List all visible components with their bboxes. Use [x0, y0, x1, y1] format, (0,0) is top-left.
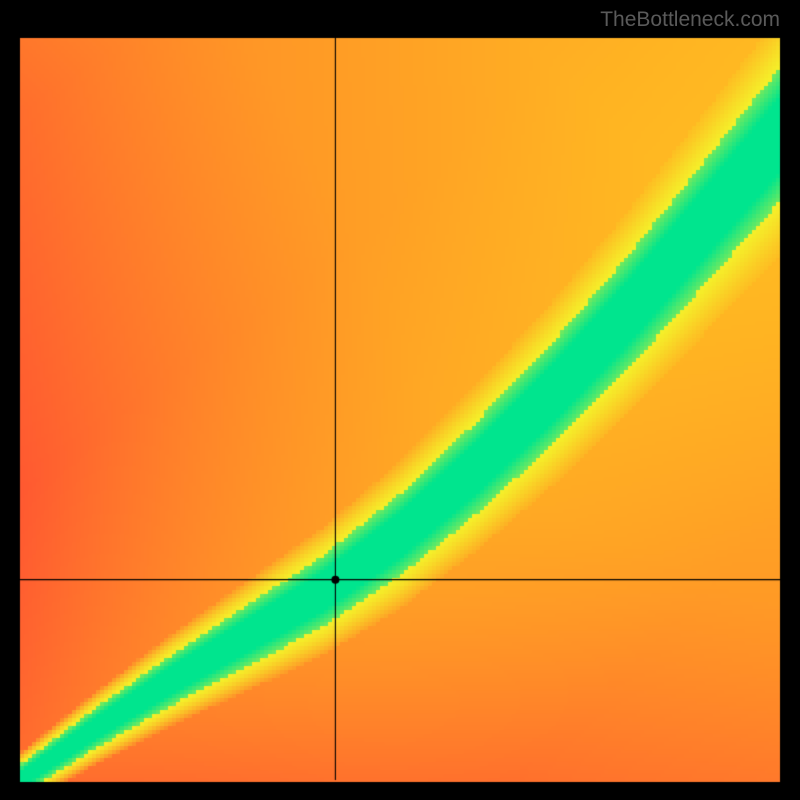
bottleneck-heatmap	[0, 0, 800, 800]
watermark-text: TheBottleneck.com	[600, 8, 780, 32]
chart-container: TheBottleneck.com	[0, 0, 800, 800]
